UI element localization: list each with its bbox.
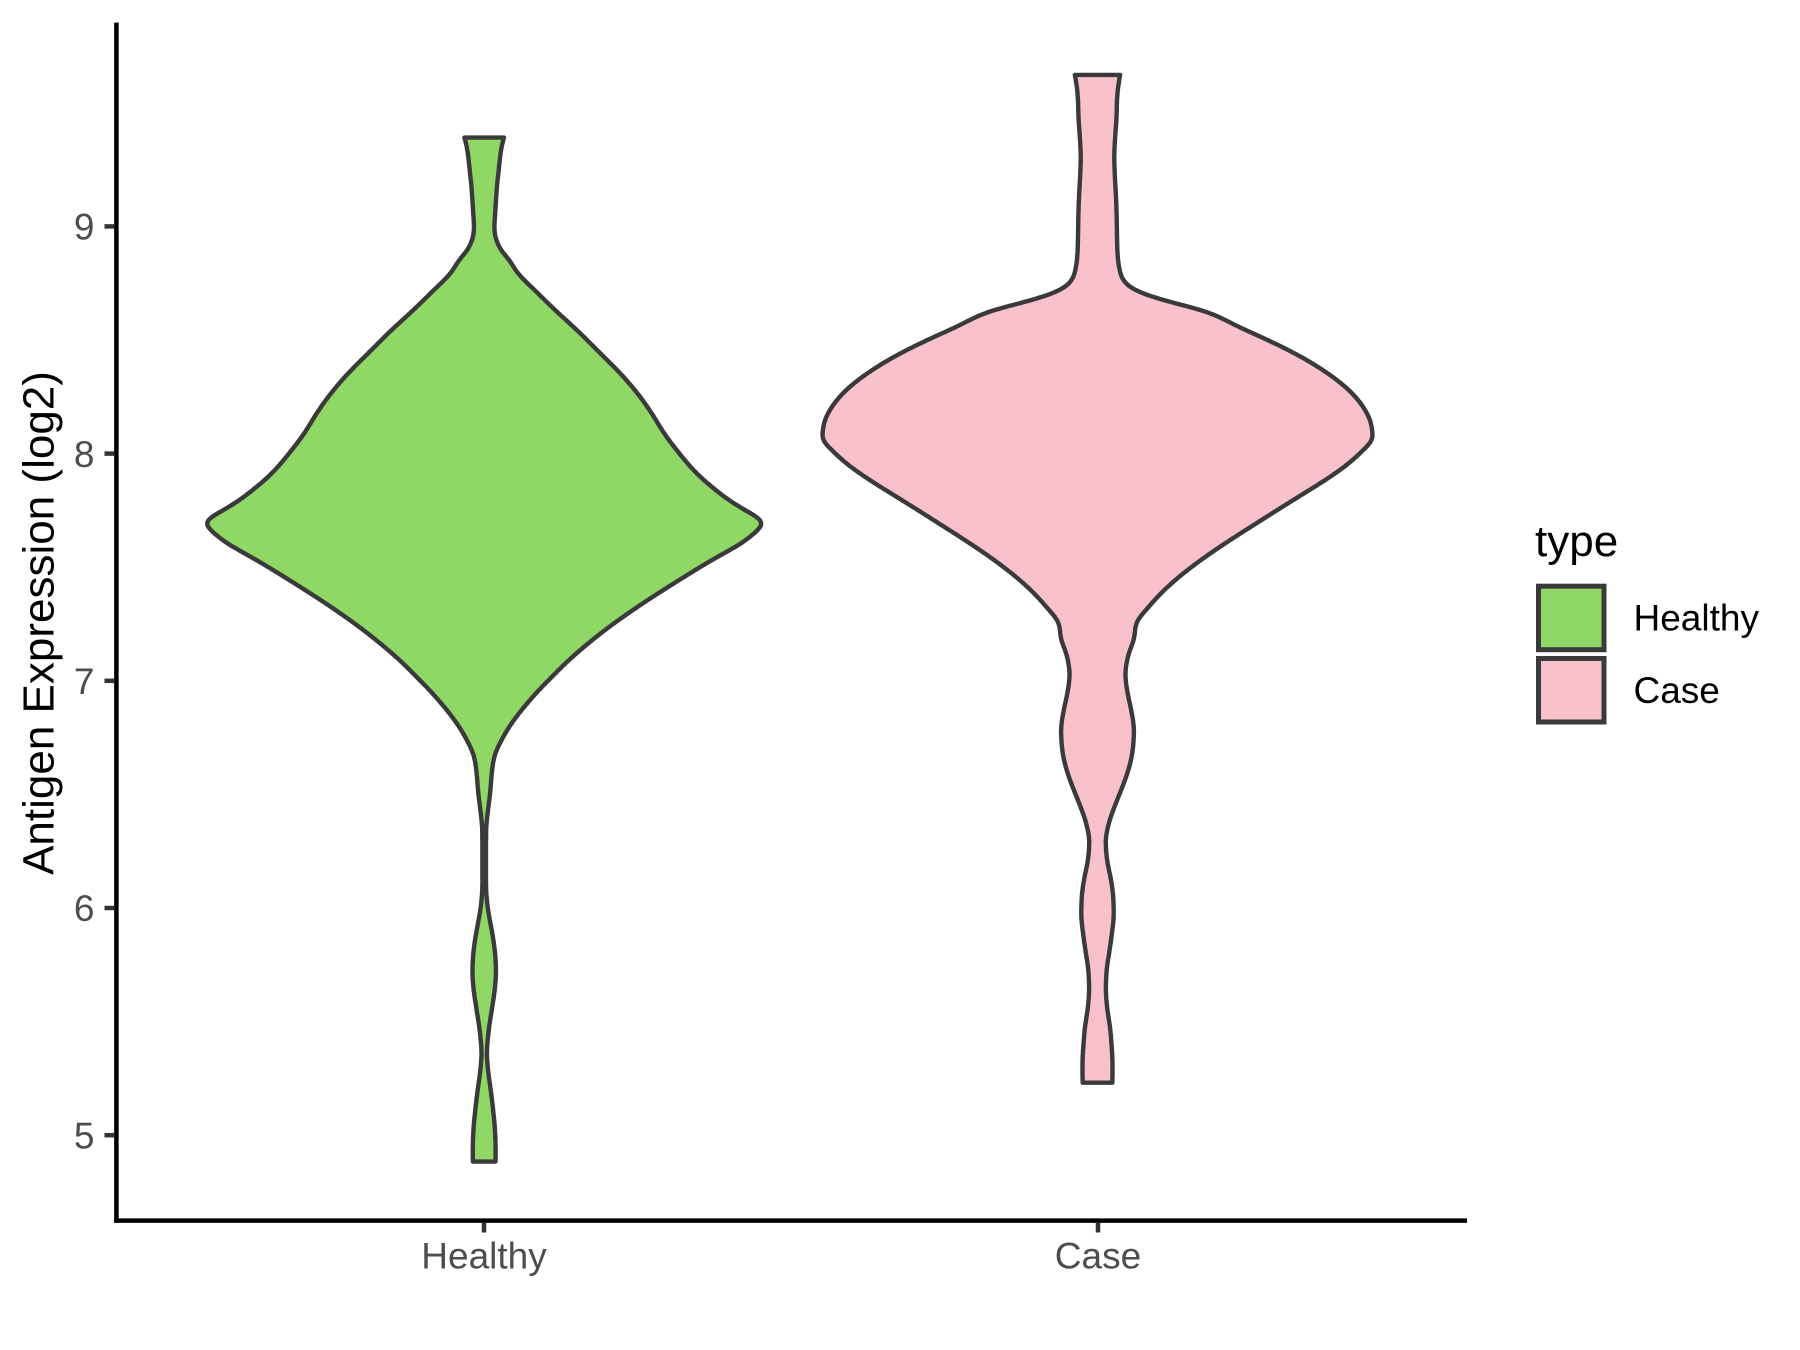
- svg-text:Antigen Expression (log2): Antigen Expression (log2): [15, 371, 64, 875]
- svg-text:Healthy: Healthy: [1634, 598, 1760, 639]
- svg-text:5: 5: [74, 1115, 95, 1156]
- svg-text:Healthy: Healthy: [421, 1235, 547, 1276]
- svg-text:Case: Case: [1055, 1235, 1141, 1276]
- svg-text:8: 8: [74, 434, 95, 475]
- svg-text:7: 7: [74, 661, 95, 702]
- svg-text:6: 6: [74, 888, 95, 929]
- svg-text:9: 9: [74, 207, 95, 248]
- svg-text:type: type: [1535, 517, 1618, 566]
- svg-text:Case: Case: [1634, 670, 1720, 711]
